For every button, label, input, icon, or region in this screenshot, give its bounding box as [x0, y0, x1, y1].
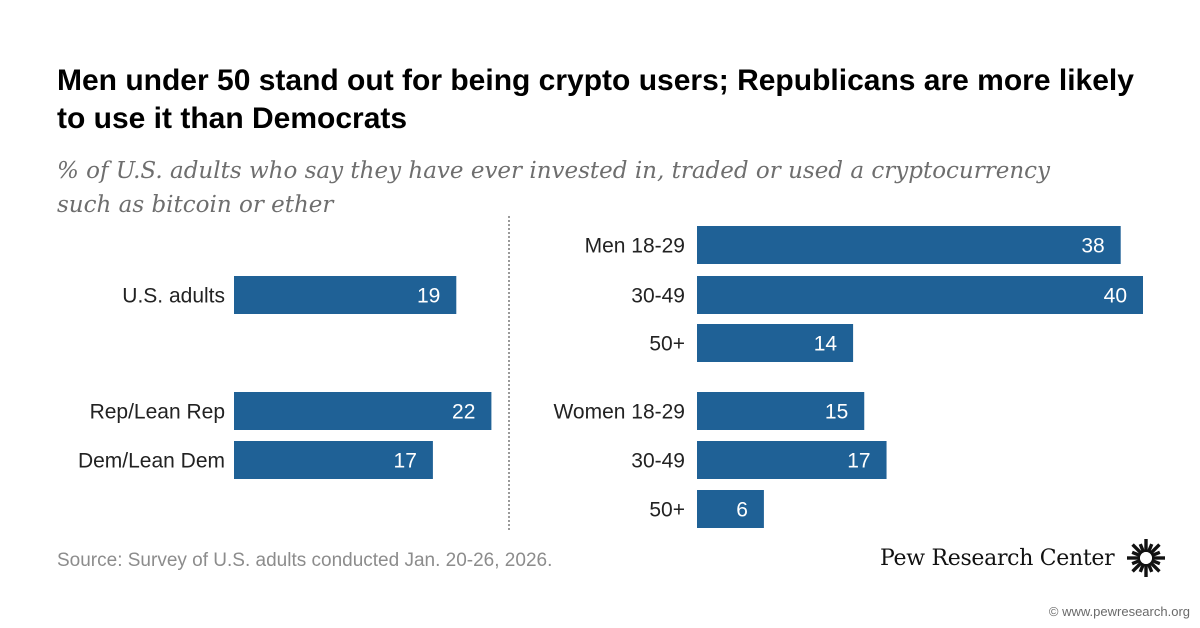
- data-label-right-4: 17: [847, 450, 870, 473]
- brand-name: Pew Research Center: [880, 545, 1115, 571]
- category-label-right-1: 30-49: [631, 285, 685, 308]
- bar-right-3: [697, 392, 865, 430]
- category-label-right-5: 50+: [649, 499, 685, 522]
- category-label-left-0: U.S. adults: [122, 285, 225, 308]
- bar-left-0: [234, 276, 457, 314]
- panel-divider: [508, 216, 510, 530]
- website-link[interactable]: © www.pewresearch.org: [1048, 604, 1190, 619]
- category-label-right-4: 30-49: [631, 450, 685, 473]
- brand-block: Pew Research Center: [880, 538, 1166, 578]
- data-label-left-0: 19: [417, 285, 440, 308]
- pew-sunburst-logo-icon: [1127, 539, 1166, 577]
- chart-title: Men under 50 stand out for being crypto …: [57, 64, 1134, 135]
- bar-right-1: [697, 276, 1143, 314]
- category-label-right-3: Women 18-29: [553, 401, 685, 424]
- category-label-left-1: Rep/Lean Rep: [90, 401, 225, 424]
- source-note: Source: Survey of U.S. adults conducted …: [57, 550, 553, 571]
- data-label-right-5: 6: [736, 499, 748, 522]
- data-label-right-3: 15: [825, 401, 848, 424]
- chart-subtitle: % of U.S. adults who say they have ever …: [57, 158, 1051, 218]
- category-label-right-2: 50+: [649, 333, 685, 356]
- bar-right-0: [697, 226, 1121, 264]
- bar-right-5: [697, 490, 764, 528]
- bar-left-2: [234, 441, 433, 479]
- data-label-left-2: 17: [394, 450, 417, 473]
- data-label-right-1: 40: [1104, 285, 1127, 308]
- category-label-left-2: Dem/Lean Dem: [78, 450, 225, 473]
- bar-right-4: [697, 441, 887, 479]
- category-label-right-0: Men 18-29: [585, 235, 685, 258]
- bar-left-1: [234, 392, 492, 430]
- data-label-right-2: 14: [814, 333, 838, 356]
- data-label-right-0: 38: [1081, 235, 1104, 258]
- data-label-left-1: 22: [452, 401, 475, 424]
- bar-right-2: [697, 324, 854, 362]
